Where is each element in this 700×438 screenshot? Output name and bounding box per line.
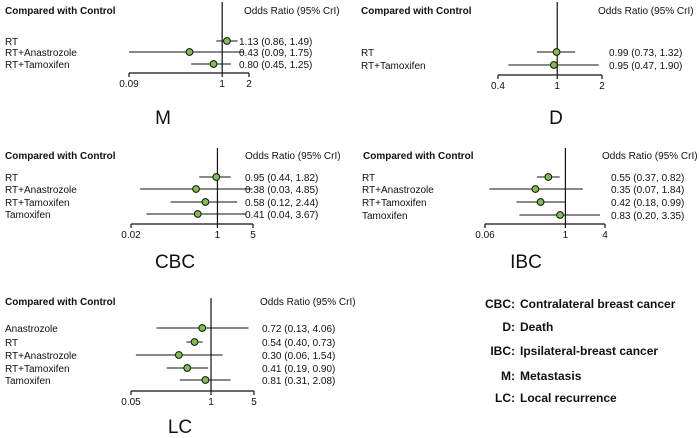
panel-header-right: Odds Ratio (95% CrI)	[598, 6, 694, 17]
row-label: RT	[5, 37, 18, 48]
x-tick-label: 2	[599, 81, 605, 92]
odds-ratio-value: 0.43 (0.09, 1.75)	[239, 48, 312, 59]
x-tick-label: 0.05	[121, 397, 141, 408]
odds-ratio-point	[174, 351, 183, 359]
odds-ratio-value: 0.83 (0.20, 3.35)	[611, 211, 684, 222]
odds-ratio-point	[193, 210, 202, 218]
x-tick-label: 1	[215, 230, 221, 241]
panel-label: IBC	[510, 252, 542, 273]
odds-ratio-point	[531, 185, 540, 193]
odds-ratio-value: 0.41 (0.19, 0.90)	[262, 364, 335, 375]
x-tick-label: 0.02	[121, 230, 141, 241]
odds-ratio-value: 0.95 (0.44, 1.82)	[245, 173, 318, 184]
x-tick-label: 4	[602, 230, 608, 241]
row-label: RT+Anastrozole	[362, 185, 434, 196]
panel-header-left: Compared with Control	[363, 151, 474, 162]
x-tick-label: 5	[250, 230, 256, 241]
odds-ratio-point	[201, 198, 210, 206]
panel-header-right: Odds Ratio (95% CrI)	[602, 151, 698, 162]
legend-key: LC:	[495, 391, 515, 405]
odds-ratio-point	[544, 173, 553, 181]
legend-text: Metastasis	[520, 369, 582, 383]
panel-header-right: Odds Ratio (95% CrI)	[245, 151, 341, 162]
panel-header-left: Compared with Control	[5, 6, 116, 17]
odds-ratio-value: 0.80 (0.45, 1.25)	[239, 60, 312, 71]
row-label: RT+Anastrozole	[5, 185, 77, 196]
legend-key: M:	[501, 369, 515, 383]
odds-ratio-value: 0.95 (0.47, 1.90)	[609, 61, 682, 72]
odds-ratio-value: 0.41 (0.04, 3.67)	[245, 210, 318, 221]
odds-ratio-value: 0.54 (0.40, 0.73)	[262, 338, 335, 349]
odds-ratio-point	[185, 48, 194, 56]
odds-ratio-point	[198, 324, 207, 332]
odds-ratio-point	[183, 364, 192, 372]
odds-ratio-point	[190, 338, 199, 346]
odds-ratio-value: 0.58 (0.12, 2.44)	[245, 198, 318, 209]
odds-ratio-point	[212, 173, 221, 181]
row-label: RT	[5, 338, 18, 349]
row-label: Tamoxifen	[5, 376, 51, 387]
panel-label: D	[549, 108, 563, 129]
legend-text: Ipsilateral-breast cancer	[520, 344, 658, 358]
panel-header-left: Compared with Control	[361, 6, 472, 17]
row-label: RT	[5, 173, 18, 184]
odds-ratio-value: 0.81 (0.31, 2.08)	[262, 376, 335, 387]
panel-header-right: Odds Ratio (95% CrI)	[244, 6, 340, 17]
panel-header-right: Odds Ratio (95% CrI)	[260, 297, 356, 308]
x-tick-label: 2	[246, 79, 252, 90]
row-label: RT+Tamoxifen	[362, 198, 427, 209]
odds-ratio-point	[192, 185, 200, 193]
legend-text: Death	[520, 320, 553, 334]
odds-ratio-value: 0.99 (0.73, 1.32)	[609, 48, 682, 59]
x-tick-label: 1	[208, 397, 214, 408]
row-label: RT+Tamoxifen	[5, 364, 70, 375]
panel-label: LC	[168, 417, 192, 438]
odds-ratio-point	[201, 376, 210, 384]
panel-header-left: Compared with Control	[5, 151, 116, 162]
row-label: Tamoxifen	[362, 211, 408, 222]
legend-text: Contralateral breast cancer	[520, 297, 676, 311]
panel-header-left: Compared with Control	[5, 297, 116, 308]
x-tick-label: 0.06	[475, 230, 495, 241]
x-tick-label: 1	[554, 81, 560, 92]
x-tick-label: 0.09	[119, 79, 139, 90]
odds-ratio-point	[549, 61, 558, 69]
row-label: RT+Anastrozole	[5, 351, 77, 362]
panel-label: M	[155, 108, 171, 129]
row-label: RT+Tamoxifen	[5, 198, 70, 209]
row-label: RT	[361, 48, 374, 59]
row-label: RT+Tamoxifen	[361, 61, 426, 72]
odds-ratio-value: 0.72 (0.13, 4.06)	[262, 324, 335, 335]
odds-ratio-value: 0.55 (0.37, 0.82)	[611, 173, 684, 184]
x-tick-label: 5	[251, 397, 257, 408]
odds-ratio-point	[223, 37, 231, 45]
panel-label: CBC	[155, 252, 195, 273]
odds-ratio-point	[556, 211, 564, 219]
odds-ratio-value: 0.30 (0.06, 1.54)	[262, 351, 335, 362]
x-tick-label: 1	[563, 230, 569, 241]
x-tick-label: 1	[219, 79, 225, 90]
x-tick-label: 0.4	[491, 81, 505, 92]
odds-ratio-point	[536, 198, 545, 206]
odds-ratio-point	[209, 60, 218, 68]
legend-key: D:	[502, 320, 515, 334]
row-label: Anastrozole	[5, 324, 58, 335]
odds-ratio-value: 1.13 (0.86, 1.49)	[239, 37, 312, 48]
odds-ratio-value: 0.35 (0.07, 1.84)	[611, 185, 684, 196]
odds-ratio-value: 0.42 (0.18, 0.99)	[611, 198, 684, 209]
row-label: Tamoxifen	[5, 210, 51, 221]
legend-text: Local recurrence	[520, 391, 617, 405]
odds-ratio-point	[552, 48, 561, 56]
legend-key: IBC:	[490, 344, 515, 358]
row-label: RT	[362, 173, 375, 184]
legend-key: CBC:	[485, 297, 515, 311]
row-label: RT+Anastrozole	[5, 48, 77, 59]
row-label: RT+Tamoxifen	[5, 60, 70, 71]
odds-ratio-value: 0.38 (0.03, 4.85)	[245, 185, 318, 196]
